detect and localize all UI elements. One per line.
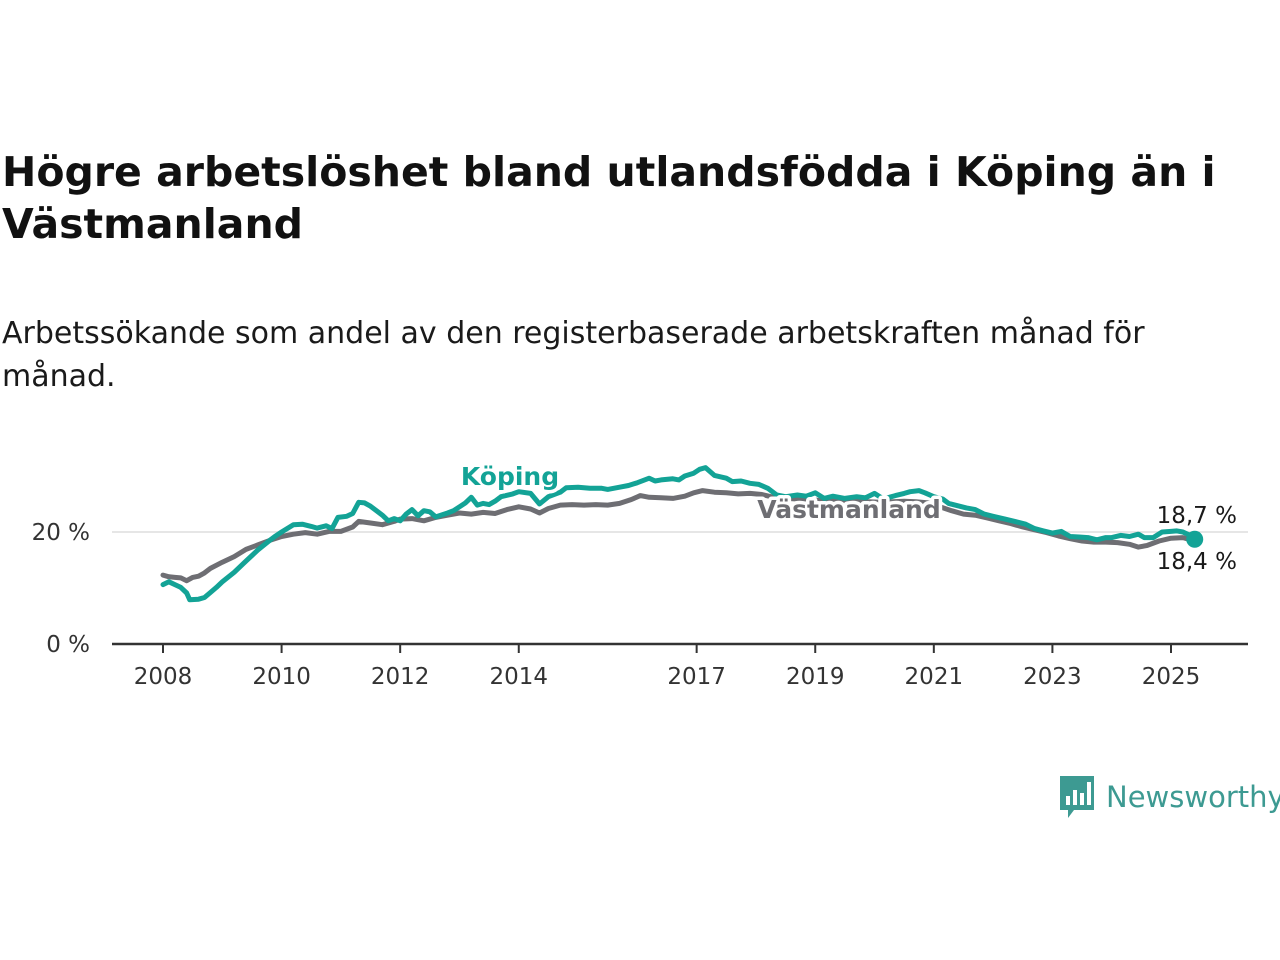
series-line-koping: [160, 465, 1198, 603]
series-label-koping: Köping: [461, 462, 559, 491]
chart-subtitle: Arbetssökande som andel av den registerb…: [2, 316, 1145, 394]
end-label-vastmanland: 18,4 %: [1157, 549, 1237, 575]
x-tick-label: 2012: [371, 664, 430, 690]
x-tick-label: 2017: [667, 664, 726, 690]
x-tick-label: 2023: [1023, 664, 1082, 690]
newsworthy-logo-icon: [1060, 776, 1094, 818]
newsworthy-logo-text: Newsworthy: [1106, 780, 1280, 814]
x-tick-label: 2021: [905, 664, 964, 690]
y-tick-label: 0 %: [46, 632, 90, 658]
series-label-vastmanland: Västmanland: [757, 495, 941, 524]
axes: 0 % 20 % 2008 2010 2012 2014 2017 2019 2021 2023 2…: [32, 520, 1248, 690]
labels: Köping Västmanland 18,7 % 18,4 %: [457, 459, 1237, 576]
series-line-vastmanland: [160, 488, 1198, 584]
x-tick-label: 2010: [252, 664, 311, 690]
chart-title: Högre arbetslöshet bland utlandsfödda i …: [2, 148, 1216, 248]
endpoint-marker-koping: [1186, 530, 1204, 548]
x-tick-label: 2025: [1142, 664, 1201, 690]
newsworthy-logo: Newsworthy: [1058, 772, 1280, 822]
x-tick-label: 2008: [134, 664, 193, 690]
end-label-koping: 18,7 %: [1157, 503, 1237, 529]
x-tick-label: 2019: [786, 664, 845, 690]
y-tick-label: 20 %: [32, 520, 90, 546]
series-lines: [160, 465, 1204, 603]
x-tick-label: 2014: [489, 664, 548, 690]
